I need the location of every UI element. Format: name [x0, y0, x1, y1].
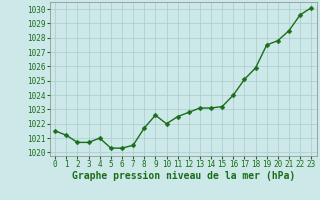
- X-axis label: Graphe pression niveau de la mer (hPa): Graphe pression niveau de la mer (hPa): [72, 171, 295, 181]
